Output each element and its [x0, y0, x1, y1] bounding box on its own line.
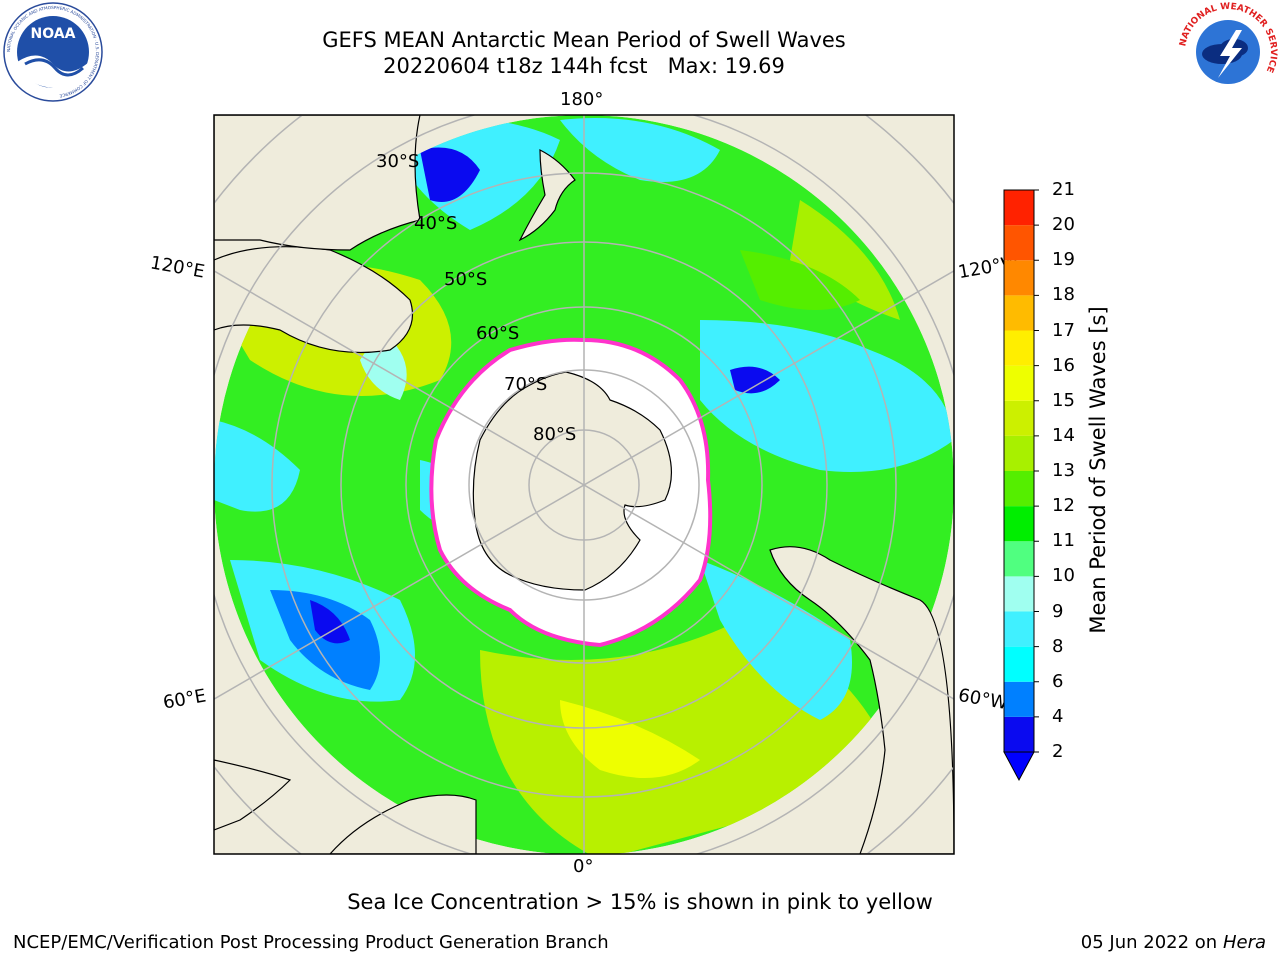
colorbar-tick-label: 16 — [1052, 354, 1075, 376]
date-text: 05 Jun 2022 on Hera — [1081, 932, 1266, 953]
colorbar-segment — [1004, 681, 1034, 717]
colorbar-tick-label: 6 — [1052, 670, 1064, 692]
colorbar-tick-label: 19 — [1052, 249, 1075, 271]
colorbar-segment — [1004, 716, 1034, 752]
colorbar-tick-label: 17 — [1052, 319, 1075, 341]
colorbar-tick-label: 8 — [1052, 635, 1064, 657]
colorbar-tick-label: 12 — [1052, 495, 1075, 517]
antarctica — [472, 371, 673, 591]
lat-label-50s: 50°S — [444, 269, 488, 290]
machine-name: Hera — [1222, 932, 1266, 953]
map-title-line2: 20220604 t18z 144h fcst Max: 19.69 — [383, 54, 785, 78]
colorbar-segment — [1004, 435, 1034, 471]
colorbar-segment — [1004, 646, 1034, 682]
lat-label-80s: 80°S — [533, 424, 577, 445]
sea-ice-note: Sea Ice Concentration > 15% is shown in … — [347, 890, 933, 914]
map-title-line1: GEFS MEAN Antarctic Mean Period of Swell… — [322, 28, 846, 52]
lat-label-70s: 70°S — [504, 374, 548, 395]
noaa-logo-icon: NOAA NATIONAL OCEANIC AND ATMOSPHERIC AD… — [3, 2, 103, 102]
colorbar-tick-label: 4 — [1052, 705, 1064, 727]
colorbar-segment — [1004, 190, 1034, 226]
colorbar-segment — [1004, 225, 1034, 261]
colorbar-tick-label: 14 — [1052, 424, 1075, 446]
colorbar-segment — [1004, 541, 1034, 577]
lon-label-180: 180° — [560, 89, 604, 110]
credit-text: NCEP/EMC/Verification Post Processing Pr… — [13, 932, 609, 953]
land-upper-left — [214, 115, 421, 251]
date-value: 05 Jun 2022 on — [1080, 932, 1218, 953]
south-america — [769, 546, 954, 854]
colorbar-segment — [1004, 365, 1034, 401]
colorbar-tick-label: 13 — [1052, 460, 1075, 481]
colorbar-tick-label: 21 — [1052, 179, 1075, 200]
new-zealand — [518, 149, 576, 242]
colorbar-segment — [1004, 506, 1034, 542]
colorbar-tick-label: 15 — [1052, 389, 1075, 411]
colorbar-segment — [1004, 576, 1034, 612]
noaa-logo-text: NOAA — [31, 26, 76, 42]
lat-label-30s: 30°S — [376, 151, 420, 172]
colorbar-extend-arrow — [1003, 751, 1035, 782]
lat-label-40s: 40°S — [414, 213, 458, 234]
colorbar-tick-label: 9 — [1052, 600, 1064, 622]
colorbar-segment — [1004, 471, 1034, 507]
colorbar-segment — [1004, 260, 1034, 296]
africa — [329, 794, 477, 854]
colorbar-segment — [1004, 400, 1034, 436]
colorbar-tick-label: 2 — [1052, 741, 1064, 762]
lat-label-60s: 60°S — [476, 323, 520, 344]
colorbar-segment — [1004, 295, 1034, 331]
colorbar-tick-label: 11 — [1052, 530, 1075, 552]
colorbar-title: Mean Period of Swell Waves [s] — [1086, 306, 1110, 634]
nws-logo-icon: NATIONAL WEATHER SERVICE — [1178, 2, 1278, 102]
colorbar-tick-label: 20 — [1052, 214, 1075, 236]
lon-label-0: 0° — [573, 856, 594, 877]
colorbar — [1003, 189, 1039, 782]
graticule — [214, 115, 954, 854]
colorbar-segment — [1004, 330, 1034, 366]
colorbar-tick-label: 10 — [1052, 565, 1075, 587]
colorbar-segment — [1004, 611, 1034, 647]
map-frame — [213, 114, 955, 855]
colorbar-tick-label: 18 — [1052, 284, 1075, 306]
